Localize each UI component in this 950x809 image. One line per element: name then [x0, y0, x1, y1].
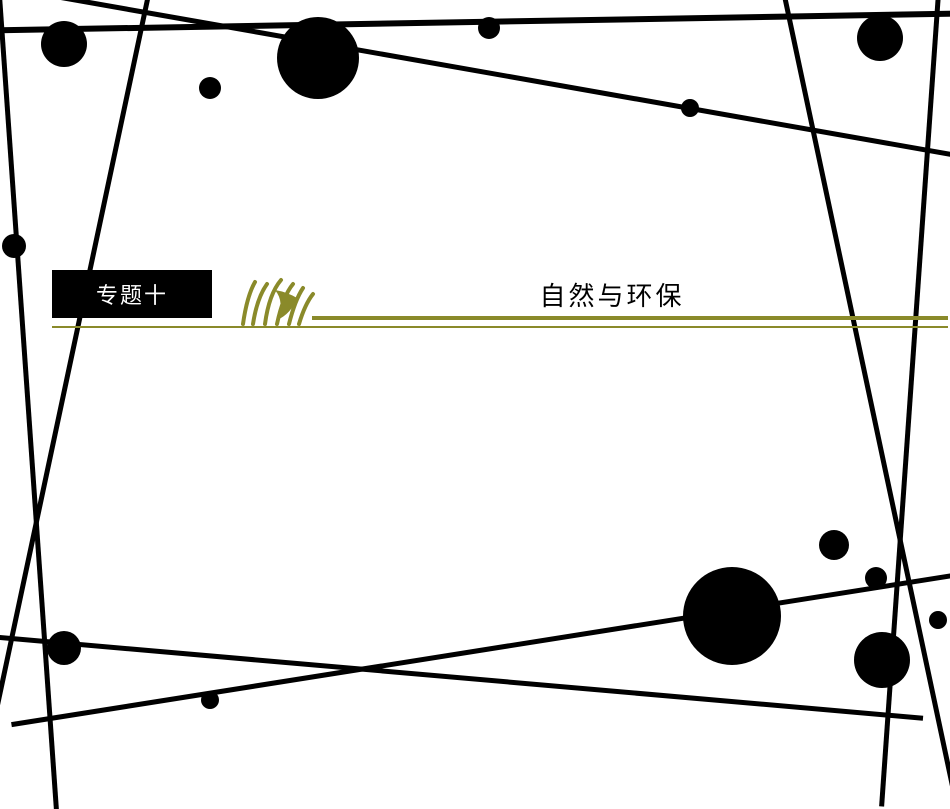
decorative-dot	[2, 234, 26, 258]
topic-badge-label: 专题十	[96, 278, 168, 310]
decorative-dot	[854, 632, 910, 688]
decorative-line	[11, 557, 950, 726]
decorative-dot	[47, 631, 81, 665]
decorative-dot	[478, 17, 500, 39]
accent-rule-thick	[312, 316, 948, 320]
slide-canvas: 专题十 自然与环保	[0, 0, 950, 713]
decorative-dot	[199, 77, 221, 99]
decorative-dot	[819, 530, 849, 560]
decorative-dot	[41, 21, 87, 67]
topic-badge: 专题十	[52, 270, 212, 318]
slide-title: 自然与环保	[337, 276, 887, 313]
grass-logo-icon	[237, 276, 317, 326]
decorative-dot	[277, 17, 359, 99]
decorative-dot	[929, 611, 947, 629]
decorative-line	[0, 0, 59, 809]
decorative-dot	[683, 567, 781, 665]
decorative-dot	[865, 567, 887, 589]
accent-rule-thin	[52, 326, 948, 328]
decorative-dot	[857, 15, 903, 61]
decorative-dot	[681, 99, 699, 117]
decorative-dot	[201, 691, 219, 709]
decorative-line	[766, 0, 950, 801]
